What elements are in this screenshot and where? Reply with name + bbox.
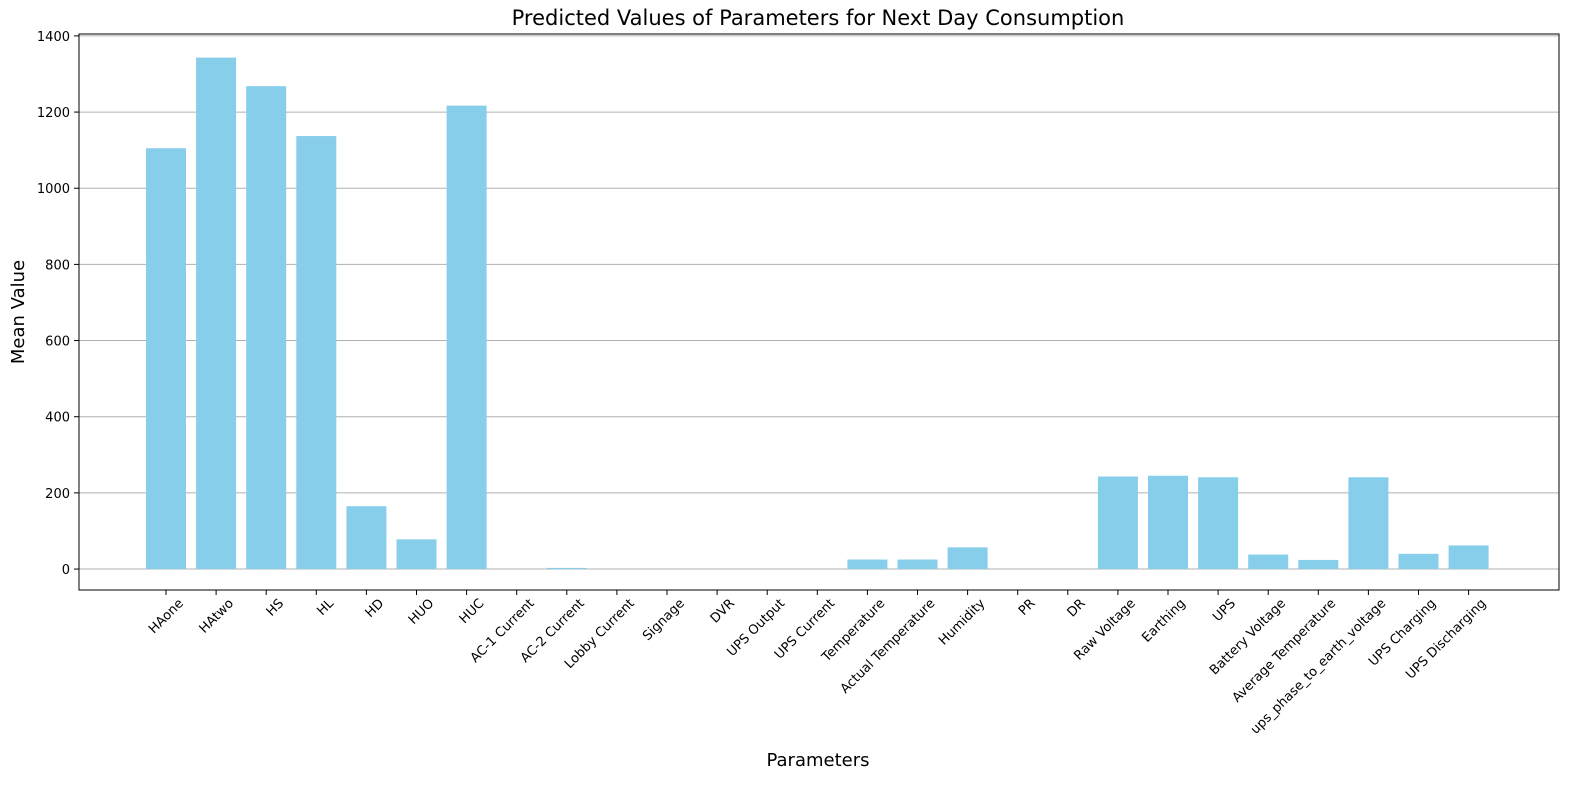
x-tick-label: UPS (1210, 596, 1239, 625)
x-tick-label: HAone (146, 596, 187, 637)
y-tick-label: 0 (62, 563, 70, 578)
bar (346, 506, 387, 570)
y-tick-label: 1000 (37, 182, 70, 197)
bars (146, 57, 1489, 570)
x-tick-label: HS (264, 596, 287, 619)
bar (1298, 559, 1339, 570)
bar (1148, 475, 1188, 570)
x-tick-label: Humidity (936, 596, 989, 649)
bar (897, 559, 938, 570)
bar (1248, 554, 1289, 570)
plot-frame (78, 33, 1560, 591)
chart-title: Predicted Values of Parameters for Next … (512, 6, 1125, 30)
y-tick-label: 600 (45, 335, 70, 350)
y-tick-label: 1200 (37, 106, 70, 121)
x-tick-label: HUC (457, 596, 488, 627)
bar (196, 57, 237, 570)
y-tick-label: 200 (45, 487, 70, 502)
bar (947, 547, 988, 570)
x-tick-label: DVR (708, 596, 738, 626)
bar (847, 559, 888, 570)
bar (1448, 545, 1489, 570)
x-tick-label: Earthing (1139, 596, 1188, 645)
x-tick-label: DR (1065, 596, 1089, 620)
bar (396, 539, 437, 570)
bar (1097, 476, 1138, 570)
bar (146, 148, 186, 570)
bar (546, 567, 587, 570)
y-axis-label: Mean Value (8, 260, 29, 364)
x-tick-label: HUO (406, 596, 437, 627)
y-tick-label: 400 (45, 411, 70, 426)
bar (296, 136, 337, 570)
bar (1398, 553, 1439, 570)
x-tick-label: Actual Temperature (838, 596, 939, 697)
bar (446, 105, 487, 570)
y-axis: 0 200 400 600 800 1000 1200 1400 (37, 30, 79, 578)
x-tick-label: PR (1016, 596, 1039, 619)
x-tick-label: HAtwo (197, 596, 237, 636)
y-tick-label: 800 (45, 258, 70, 273)
bar (246, 86, 287, 570)
x-axis-label: Parameters (766, 750, 869, 771)
x-tick-label: Signage (640, 596, 688, 644)
y-tick-label: 1400 (37, 30, 70, 45)
bar (1198, 477, 1239, 570)
x-tick-label: HD (363, 596, 388, 621)
bar (1348, 477, 1389, 570)
x-tick-label: HL (314, 596, 337, 619)
